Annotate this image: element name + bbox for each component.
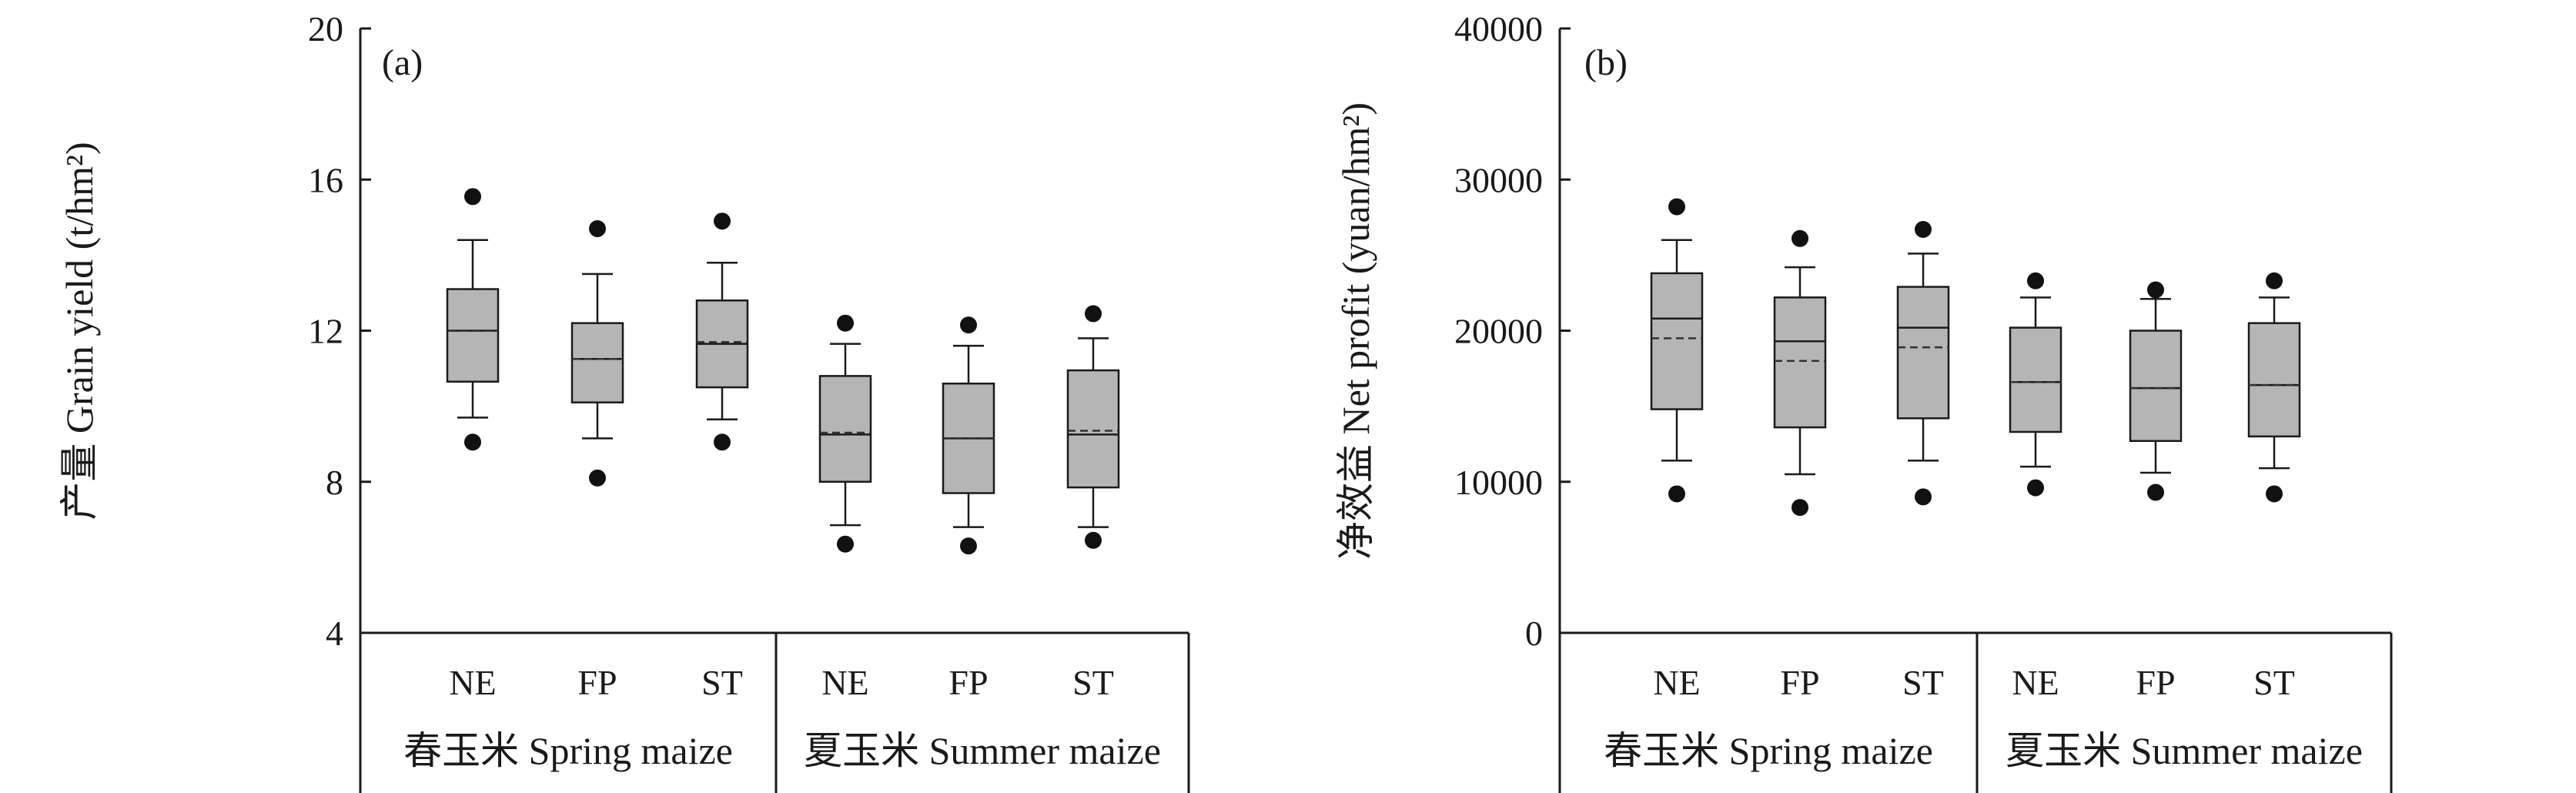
- box-ne: [818, 314, 872, 553]
- outlier-point: [837, 535, 854, 553]
- box-fp: [2129, 281, 2183, 501]
- box-body: [818, 375, 872, 483]
- box-st: [1896, 221, 1950, 506]
- outlier-point: [1915, 488, 1932, 506]
- x-category-label: ST: [1902, 663, 1944, 702]
- x-category-label: ST: [2253, 663, 2295, 702]
- box-st: [2247, 272, 2301, 503]
- y-tick-label: 12: [308, 312, 343, 351]
- outlier-point: [2266, 485, 2283, 503]
- y-tick-label: 0: [1525, 614, 1543, 653]
- box-body: [446, 288, 500, 383]
- y-tick-label: 40000: [1454, 9, 1543, 49]
- panel-label: (b): [1584, 42, 1628, 83]
- x-category-label: FP: [948, 663, 988, 702]
- outlier-point: [464, 188, 481, 206]
- box-body: [2009, 326, 2062, 433]
- x-category-label: NE: [821, 663, 868, 702]
- x-group-label: 春玉米 Spring maize: [403, 729, 733, 772]
- y-tick-label: 4: [326, 614, 343, 653]
- y-tick-label: 8: [326, 463, 343, 502]
- box-body: [1066, 369, 1120, 489]
- y-tick-label: 16: [308, 160, 343, 199]
- x-category-label: FP: [2136, 663, 2175, 702]
- y-axis-label: 产量 Grain yield (t/hm²): [58, 142, 101, 520]
- outlier-point: [1085, 305, 1102, 323]
- outlier-point: [960, 316, 977, 334]
- x-category-label: ST: [701, 663, 743, 702]
- outlier-point: [1668, 198, 1685, 216]
- outlier-point: [960, 537, 977, 555]
- outlier-point: [714, 433, 731, 451]
- outlier-point: [464, 433, 481, 451]
- x-category-label: NE: [1653, 663, 1700, 702]
- box-body: [1650, 272, 1704, 410]
- box-fp: [1773, 229, 1827, 517]
- box-st: [695, 212, 749, 451]
- outlier-point: [1791, 229, 1808, 247]
- x-category-label: NE: [449, 663, 496, 702]
- y-tick-label: 10000: [1454, 463, 1543, 502]
- outlier-point: [1791, 499, 1808, 517]
- box-ne: [446, 188, 500, 451]
- x-category-label: FP: [1780, 663, 1819, 702]
- outlier-point: [589, 220, 606, 238]
- outlier-point: [2266, 272, 2283, 289]
- panel-label: (a): [382, 42, 423, 83]
- outlier-point: [837, 314, 854, 332]
- x-group-label: 夏玉米 Summer maize: [2006, 729, 2363, 772]
- outlier-point: [1668, 485, 1685, 503]
- outlier-point: [2027, 479, 2044, 497]
- outlier-point: [2147, 483, 2164, 501]
- chart-panel-1: 4 8 12 16 20 产量 Grain yield (t/hm²) (a) NE FP ST N…: [58, 9, 1190, 793]
- y-tick-label: 20000: [1454, 312, 1543, 351]
- outlier-point: [1915, 221, 1932, 239]
- box-body: [1773, 296, 1827, 429]
- outlier-point: [589, 469, 606, 487]
- y-tick-label: 30000: [1454, 160, 1543, 199]
- box-body: [2129, 330, 2183, 443]
- x-category-label: NE: [2012, 663, 2059, 702]
- y-tick-label: 20: [308, 9, 343, 49]
- outlier-point: [1085, 531, 1102, 549]
- box-fp: [570, 220, 624, 487]
- box-body: [570, 322, 624, 403]
- outlier-point: [714, 212, 731, 230]
- x-group-label: 夏玉米 Summer maize: [804, 729, 1161, 772]
- outlier-point: [2147, 281, 2164, 299]
- chart-panel-2: 0 10000 20000 30000 40000 净效益 Net profit (yua…: [1334, 9, 2393, 793]
- box-body: [2247, 322, 2301, 438]
- x-group-label: 春玉米 Spring maize: [1604, 729, 1933, 772]
- box-body: [1896, 286, 1950, 420]
- x-category-label: ST: [1072, 663, 1114, 702]
- box-st: [1066, 305, 1120, 549]
- outlier-point: [2027, 272, 2044, 289]
- box-fp: [942, 316, 995, 555]
- box-ne: [1650, 198, 1704, 503]
- box-ne: [2009, 272, 2062, 497]
- x-category-label: FP: [577, 663, 617, 702]
- y-axis-label: 净效益 Net profit (yuan/hm²): [1334, 102, 1377, 560]
